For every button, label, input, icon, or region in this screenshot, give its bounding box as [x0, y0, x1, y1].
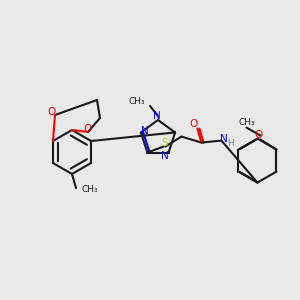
Text: H: H: [227, 139, 234, 148]
Text: CH₃: CH₃: [81, 184, 98, 194]
Text: N: N: [220, 134, 227, 144]
Text: CH₃: CH₃: [238, 118, 255, 127]
Text: O: O: [84, 124, 92, 134]
Text: S: S: [161, 138, 168, 148]
Text: O: O: [254, 130, 262, 140]
Text: O: O: [48, 107, 56, 117]
Text: N: N: [153, 111, 161, 121]
Text: O: O: [189, 118, 197, 129]
Text: CH₃: CH₃: [128, 97, 145, 106]
Text: N: N: [161, 151, 169, 160]
Text: N: N: [141, 126, 149, 136]
